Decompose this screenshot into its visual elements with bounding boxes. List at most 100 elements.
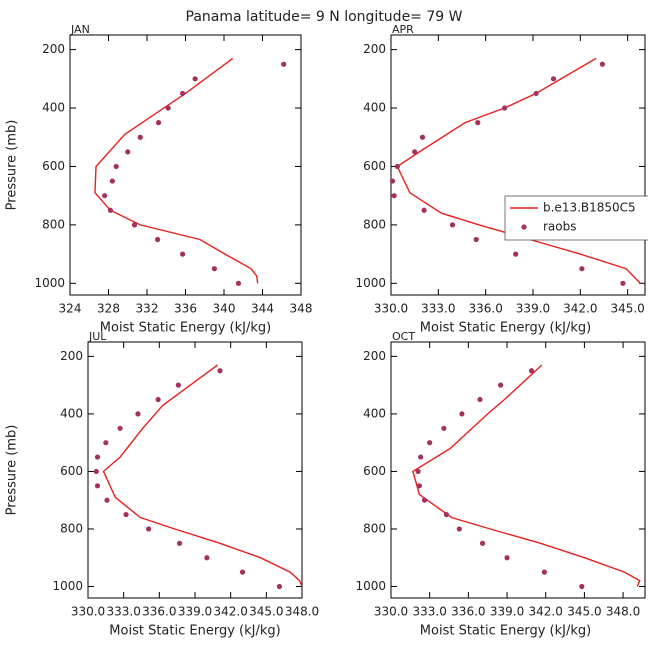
x-tick-label: 345.0 <box>249 605 283 619</box>
y-tick-label: 400 <box>42 101 65 115</box>
x-tick-label: 333.0 <box>106 605 140 619</box>
x-tick-label: 336.0 <box>142 605 176 619</box>
y-tick-label: 1000 <box>34 276 65 290</box>
raob-point <box>176 540 183 546</box>
raob-point <box>475 120 481 126</box>
x-tick-label: 345.0 <box>610 302 644 316</box>
x-tick-label: 339.0 <box>178 605 212 619</box>
raob-point <box>459 411 465 417</box>
x-tick-label: 333.0 <box>421 302 455 316</box>
raob-point <box>477 396 483 403</box>
x-tick-label: 348.0 <box>606 605 640 619</box>
x-tick-label: 336.0 <box>451 605 485 619</box>
model-line <box>412 364 641 587</box>
raob-point <box>533 90 539 97</box>
panel-title: JAN <box>70 23 90 36</box>
x-tick-label: 340 <box>213 302 236 316</box>
legend-label: b.e13.B1850C5 <box>543 201 636 215</box>
raob-point <box>620 280 626 286</box>
x-tick-label: 348 <box>290 302 313 316</box>
raob-point <box>135 411 141 417</box>
raob-point <box>497 382 504 388</box>
raob-point <box>479 540 486 546</box>
y-tick-label: 1000 <box>355 276 386 290</box>
raob-point <box>421 207 427 213</box>
y-tick-label: 800 <box>60 521 83 535</box>
x-axis-label: Moist Static Energy (kJ/kg) <box>420 321 591 336</box>
raob-point <box>165 105 171 111</box>
raob-point <box>154 236 161 243</box>
raob-point <box>416 483 422 489</box>
y-tick-label: 600 <box>60 464 83 478</box>
x-axis-label: Moist Static Energy (kJ/kg) <box>109 624 280 639</box>
raob-point <box>192 76 198 82</box>
y-tick-label: 200 <box>60 349 83 363</box>
raob-point <box>599 61 606 67</box>
raob-point <box>443 511 450 518</box>
raob-point <box>473 236 479 243</box>
x-tick-label: 342.0 <box>213 605 247 619</box>
raob-point <box>528 368 535 374</box>
y-tick-label: 200 <box>363 349 386 363</box>
raob-point <box>146 526 152 532</box>
x-tick-label: 324 <box>59 302 82 316</box>
x-tick-label: 333.0 <box>413 605 447 619</box>
y-tick-label: 600 <box>42 159 65 173</box>
raob-point <box>180 90 186 97</box>
legend-marker <box>521 224 527 230</box>
x-tick-label: 328 <box>97 302 120 316</box>
x-tick-label: 330.0 <box>71 605 105 619</box>
y-tick-label: 400 <box>363 101 386 115</box>
raob-point <box>94 454 101 460</box>
model-line <box>102 364 303 587</box>
raob-point <box>579 583 585 590</box>
raob-point <box>421 497 428 503</box>
legend-box <box>504 195 648 241</box>
raob-point <box>501 105 508 111</box>
raob-point <box>102 193 108 199</box>
raob-point <box>276 583 283 590</box>
raob-point <box>550 76 557 82</box>
x-tick-label: 336 <box>174 302 197 316</box>
x-tick-label: 339.0 <box>516 302 550 316</box>
x-tick-label: 332 <box>136 302 159 316</box>
x-tick-label: 345.0 <box>567 605 601 619</box>
raob-point <box>211 266 217 272</box>
raob-point <box>180 251 186 257</box>
y-tick-label: 1000 <box>355 579 386 593</box>
plot-frame <box>87 341 303 599</box>
raob-point <box>394 163 400 170</box>
raob-point <box>412 149 418 155</box>
x-tick-label: 330.0 <box>374 302 408 316</box>
x-tick-label: 330.0 <box>374 605 408 619</box>
raob-point <box>441 425 447 431</box>
raob-point <box>131 222 138 228</box>
raob-point <box>217 368 223 374</box>
panel-title: JUL <box>88 330 107 343</box>
raob-point <box>281 61 287 67</box>
panel-title: OCT <box>392 330 415 343</box>
x-axis-label: Moist Static Energy (kJ/kg) <box>420 624 591 639</box>
x-tick-label: 344 <box>251 302 274 316</box>
panel-title: APR <box>392 23 414 36</box>
x-tick-label: 336.0 <box>468 302 502 316</box>
raob-point <box>579 266 585 272</box>
raob-point <box>541 569 548 575</box>
raob-point <box>103 440 109 446</box>
y-tick-label: 1000 <box>52 579 83 593</box>
plot-frame <box>390 341 646 599</box>
y-axis-label: Pressure (mb) <box>5 120 20 211</box>
raob-point <box>456 526 462 532</box>
y-tick-label: 800 <box>42 217 65 231</box>
model-line <box>396 57 641 284</box>
raob-point <box>175 382 181 388</box>
raob-point <box>239 569 246 575</box>
raob-point <box>113 163 119 170</box>
raob-point <box>155 396 161 403</box>
raob-point <box>235 280 242 286</box>
x-tick-label: 342.0 <box>529 605 563 619</box>
figure-title: Panama latitude= 9 N longitude= 79 W <box>186 9 463 25</box>
y-tick-label: 200 <box>363 42 386 56</box>
raob-point <box>94 483 101 489</box>
y-axis-label: Pressure (mb) <box>5 425 20 516</box>
